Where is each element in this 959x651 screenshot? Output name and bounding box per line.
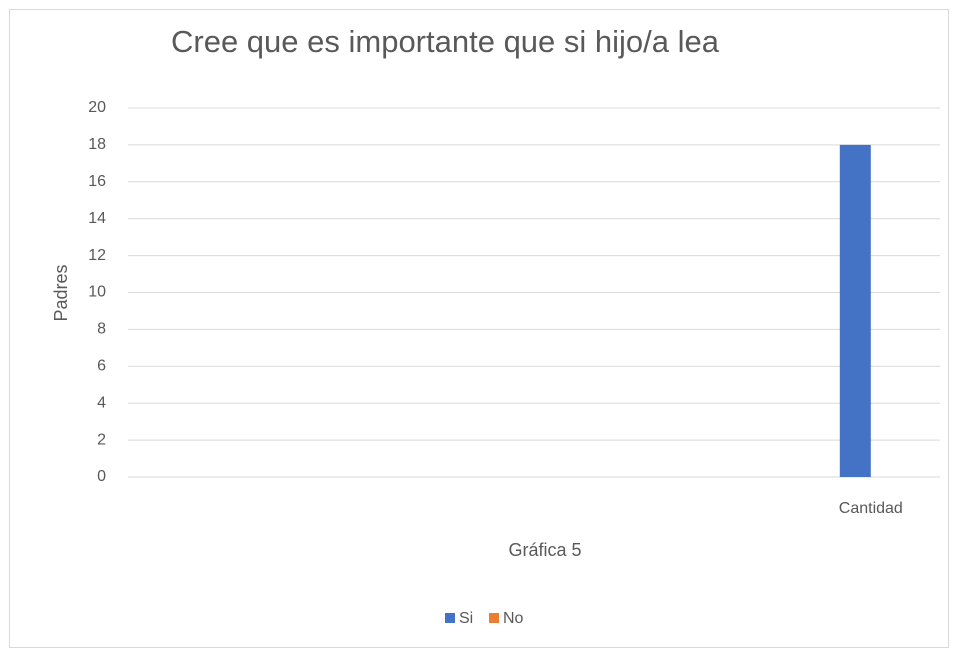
legend-label: Si [459, 610, 473, 627]
x-axis-title: Gráfica 5 [508, 540, 581, 560]
y-tick-label: 18 [88, 136, 106, 153]
y-axis-title: Padres [51, 264, 71, 321]
x-tick-label: Cantidad [839, 500, 903, 517]
y-tick-label: 2 [97, 431, 106, 448]
y-tick-label: 14 [88, 210, 106, 227]
chart-border [9, 9, 949, 648]
bar [839, 144, 871, 477]
legend-swatch [489, 613, 499, 623]
y-tick-label: 4 [97, 394, 106, 411]
chart-title: Cree que es importante que si hijo/a lea [171, 24, 720, 59]
legend-swatch [445, 613, 455, 623]
y-tick-label: 16 [88, 173, 106, 190]
y-tick-label: 10 [88, 284, 106, 301]
y-tick-label: 6 [97, 358, 106, 375]
y-tick-label: 20 [88, 99, 106, 116]
legend-label: No [503, 610, 524, 627]
y-tick-label: 8 [97, 321, 106, 338]
y-tick-label: 0 [97, 468, 106, 485]
y-tick-label: 12 [88, 247, 106, 264]
